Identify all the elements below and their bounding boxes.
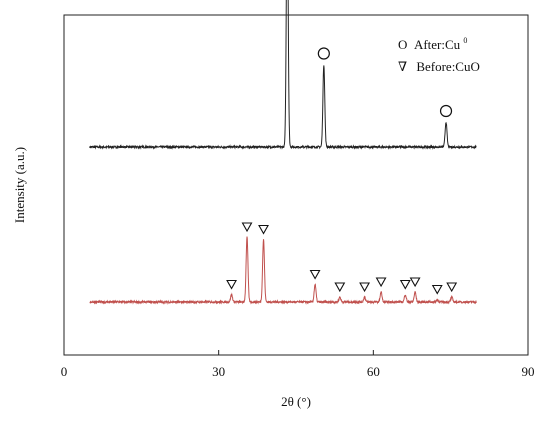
peak-marker-triangle [375, 277, 387, 288]
legend-symbol-circle: O [398, 37, 407, 52]
series-layer [89, 0, 477, 305]
peak-marker-triangle [334, 282, 346, 293]
peak-marker-circle [439, 104, 453, 118]
legend-entry-after: O After:Cu 0 [398, 36, 467, 52]
x-tick-label-30: 30 [212, 364, 225, 379]
peak-marker-triangle [309, 269, 321, 280]
peak-marker-triangle [359, 282, 371, 293]
peak-marker-triangle [409, 277, 421, 288]
peak-marker-triangle [431, 284, 443, 295]
legend-label-after: After:Cu [414, 37, 461, 52]
legend-entry-before: ∇ Before:CuO [398, 59, 480, 74]
peak-marker-triangle [226, 279, 237, 290]
x-tick-label-0: 0 [61, 364, 68, 379]
peak-marker-circle [317, 47, 330, 60]
peak-marker-triangle [399, 279, 411, 290]
legend-superscript: 0 [463, 36, 467, 45]
peak-marker-triangle [241, 222, 253, 233]
plot-frame [63, 14, 529, 356]
x-axis-ticks: 0 30 60 90 [61, 350, 535, 379]
x-tick-label-60: 60 [367, 364, 380, 379]
peak-marker-triangle [446, 282, 458, 293]
legend-symbol-triangle: ∇ [398, 59, 407, 74]
x-tick-label-90: 90 [522, 364, 535, 379]
series-line-before-cuo [89, 236, 477, 305]
peak-markers [226, 47, 458, 295]
peak-marker-triangle [258, 224, 269, 235]
legend: O After:Cu 0 ∇ Before:CuO [398, 36, 480, 74]
y-axis-title: Intensity (a.u.) [12, 147, 27, 223]
legend-label-before: Before:CuO [416, 59, 480, 74]
x-axis-title: 2θ (°) [281, 394, 311, 409]
series-line-after-cu [89, 0, 477, 150]
